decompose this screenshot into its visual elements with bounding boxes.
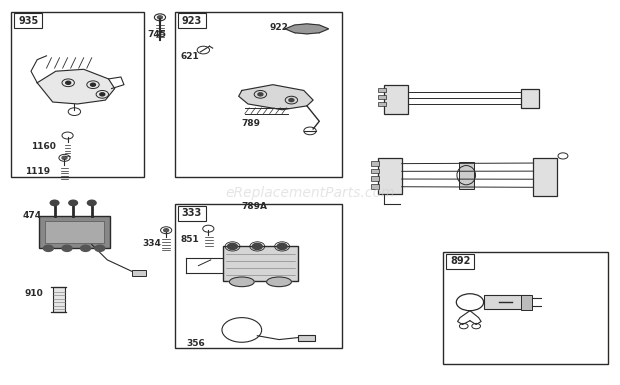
Circle shape (228, 243, 237, 249)
Bar (378, 158, 402, 194)
Text: eReplacementParts.com: eReplacementParts.com (225, 186, 395, 199)
Text: 333: 333 (182, 208, 202, 218)
Circle shape (91, 83, 95, 86)
Circle shape (100, 93, 105, 96)
Bar (533, 158, 557, 196)
Circle shape (62, 245, 72, 251)
Text: 356: 356 (186, 339, 205, 348)
Text: 745: 745 (148, 30, 167, 39)
Bar (371, 184, 379, 189)
Text: 789A: 789A (242, 203, 268, 211)
Text: 334: 334 (142, 239, 161, 248)
Bar (371, 161, 379, 166)
Text: 892: 892 (450, 256, 471, 266)
Bar (175, 12, 342, 177)
Circle shape (252, 243, 262, 249)
Circle shape (69, 200, 78, 206)
Text: 1160: 1160 (31, 142, 56, 151)
Bar (378, 95, 386, 99)
Circle shape (277, 243, 287, 249)
Bar (53, 287, 65, 312)
Bar (298, 335, 315, 341)
Text: 990: 990 (446, 254, 465, 263)
Circle shape (66, 81, 71, 84)
Polygon shape (37, 69, 115, 104)
Text: 923: 923 (182, 16, 202, 26)
Bar (378, 88, 386, 92)
Text: 922: 922 (270, 23, 288, 32)
Polygon shape (239, 85, 313, 110)
Bar (521, 89, 539, 108)
Polygon shape (285, 24, 329, 34)
Bar (384, 85, 408, 114)
Ellipse shape (229, 277, 254, 286)
Bar (11, 12, 144, 177)
Bar (459, 162, 474, 189)
Text: 910: 910 (25, 289, 43, 298)
Bar (45, 221, 104, 243)
Circle shape (43, 245, 53, 251)
Text: 621: 621 (180, 52, 199, 60)
Bar (14, 13, 42, 28)
Circle shape (50, 200, 59, 206)
Bar (371, 176, 379, 181)
Bar (521, 295, 532, 310)
Bar (371, 169, 379, 173)
Bar (446, 254, 474, 269)
Text: 851: 851 (180, 235, 199, 244)
Text: 1119: 1119 (25, 167, 50, 176)
Circle shape (62, 156, 67, 159)
Ellipse shape (267, 277, 291, 286)
Bar (178, 13, 206, 28)
Circle shape (289, 99, 294, 102)
Text: 474: 474 (22, 211, 42, 219)
Bar (132, 270, 146, 276)
Circle shape (157, 16, 162, 19)
Bar (223, 246, 298, 281)
Text: 789: 789 (242, 119, 261, 127)
Bar (178, 206, 206, 221)
Bar (443, 252, 608, 364)
Circle shape (87, 200, 96, 206)
Bar (378, 102, 386, 106)
Text: 935: 935 (18, 16, 38, 26)
Bar (484, 295, 530, 309)
Circle shape (95, 245, 105, 251)
Circle shape (164, 229, 169, 232)
Circle shape (81, 245, 91, 251)
Bar (39, 216, 110, 248)
Bar (175, 204, 342, 348)
Circle shape (258, 93, 263, 96)
